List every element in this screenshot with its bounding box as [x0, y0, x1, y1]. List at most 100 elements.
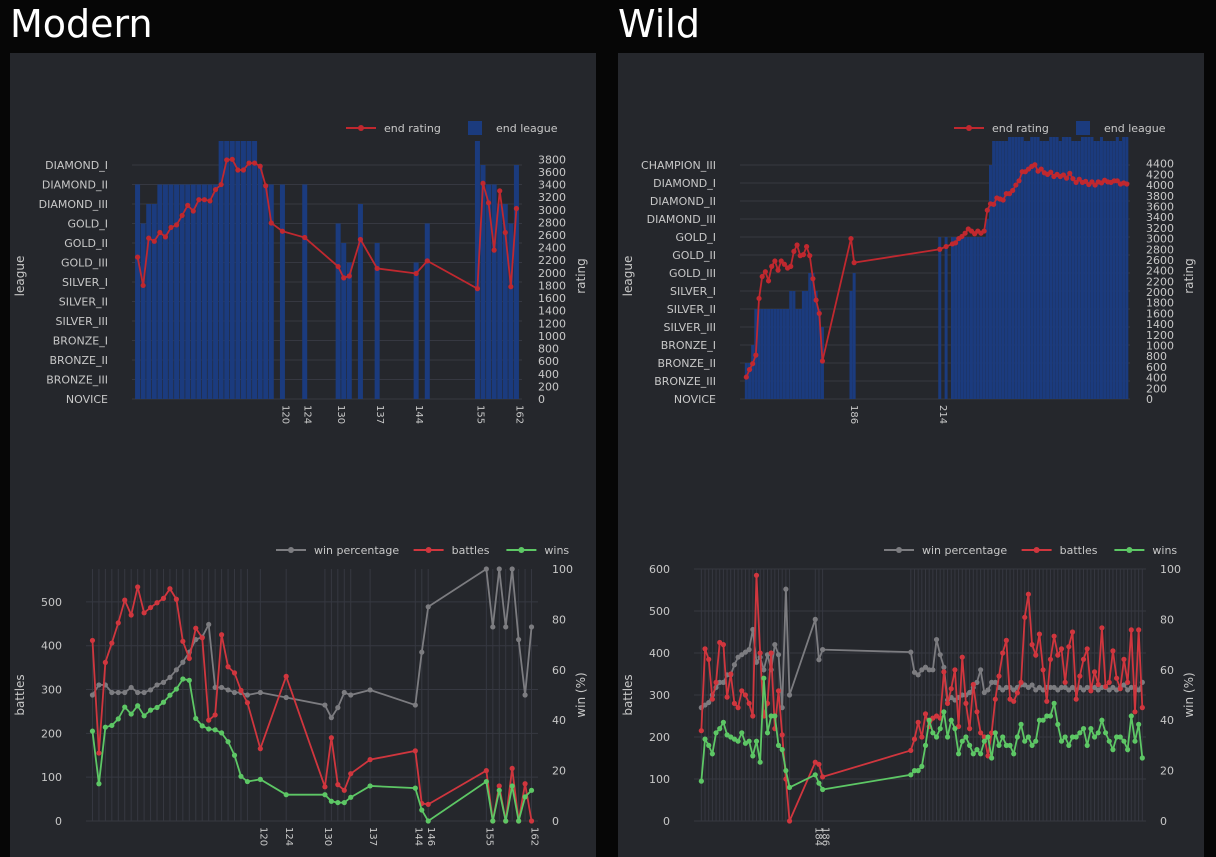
wild-winpct-point — [941, 664, 947, 670]
modern-battles-legend-label: win percentage — [314, 544, 399, 557]
wild-league-bar — [1058, 141, 1062, 399]
wild-battles-point — [713, 679, 719, 686]
wild-wins-point — [720, 719, 726, 725]
wild-league-bar — [792, 291, 796, 399]
modern-battles-point — [322, 784, 328, 790]
wild-rating-point — [953, 240, 959, 246]
modern-league-tick: GOLD_I — [67, 218, 108, 231]
modern-winpct-point — [425, 604, 431, 610]
modern-league-bar — [201, 184, 207, 399]
wild-rating-legend-marker — [966, 125, 972, 131]
modern-wins-point — [122, 704, 128, 710]
wild-wins-point — [1036, 717, 1043, 723]
modern-league-bar — [213, 184, 219, 399]
modern-rating-legend-label: end rating — [384, 122, 441, 135]
wild-wins-point — [970, 751, 976, 757]
modern-battles-point — [412, 748, 418, 754]
modern-league-bar — [196, 184, 202, 399]
modern-league-bar — [151, 204, 157, 399]
modern-league-bar — [218, 141, 224, 399]
modern-league-tick: BRONZE_I — [53, 335, 108, 348]
wild-battles-point — [1055, 652, 1061, 658]
wild-left-tick: 600 — [649, 563, 670, 576]
wild-x-tick: 186 — [848, 405, 859, 424]
modern-rating-point — [134, 254, 141, 260]
wild-battles-legend-marker — [1126, 547, 1133, 553]
wild-winpct-point — [930, 667, 936, 673]
wild-winpct-point — [919, 667, 925, 673]
wild-league-bar — [1046, 141, 1050, 399]
modern-battles-point — [115, 620, 121, 626]
modern-league-tick: DIAMOND_II — [42, 179, 108, 192]
wild-winpct-point — [1051, 684, 1057, 691]
wild-league-bar — [1014, 137, 1018, 399]
wild-league-bar — [782, 309, 786, 399]
wild-league-bar — [748, 363, 752, 399]
wild-wins-point — [1044, 713, 1050, 719]
wild-league-bar — [751, 345, 755, 399]
wild-battles-point — [720, 642, 726, 648]
wild-winpct-point — [742, 649, 749, 655]
modern-battles-legend-marker — [288, 547, 294, 553]
wild-wins-point — [1000, 734, 1006, 740]
modern-wins-point — [173, 686, 179, 692]
modern-winpct-point — [490, 624, 496, 630]
wild-battles-point — [1077, 673, 1083, 679]
wild-battles-point — [746, 700, 752, 707]
wild-battles-point — [731, 700, 738, 707]
wild-battles-point — [698, 728, 704, 734]
wild-wins-point — [952, 726, 958, 732]
modern-rating-point — [474, 286, 481, 292]
wild-rating-point — [984, 207, 990, 213]
modern-winpct-point — [141, 689, 147, 696]
wild-battles-point — [1000, 650, 1006, 656]
wild-league-bar — [1071, 141, 1075, 399]
wild-battles-point — [753, 572, 760, 578]
modern-rating-point — [168, 224, 174, 231]
wild-battles-point — [1132, 709, 1138, 715]
wild-wins-point — [1117, 734, 1123, 740]
wild-league-bar — [1077, 141, 1081, 399]
wild-winpct-point — [981, 689, 987, 696]
wild-battles-point — [1022, 614, 1028, 620]
modern-rating-point — [190, 208, 196, 214]
wild-battles-point — [1117, 686, 1123, 692]
modern-rating-tick: 0 — [538, 393, 545, 406]
wild-battles-point — [1080, 656, 1087, 662]
wild-winpct-point — [1011, 687, 1017, 693]
wild-rating-tick: 3600 — [1146, 200, 1174, 213]
modern-winpct-point — [283, 694, 289, 701]
modern-battles-legend-label: battles — [452, 544, 490, 557]
modern-battles-point — [328, 735, 334, 741]
wild-rating-tick: 1400 — [1146, 318, 1174, 331]
wild-league-bar — [1103, 141, 1107, 399]
wild-right-tick: 60 — [1160, 664, 1174, 677]
wild-winpct-point — [1003, 684, 1009, 691]
wild-rating-point — [1073, 179, 1079, 186]
modern-league-bar — [502, 204, 508, 399]
wild-rating-tick: 0 — [1146, 393, 1153, 406]
modern-right-tick: 0 — [552, 815, 559, 828]
wild-winpct-point — [812, 616, 818, 623]
modern-winpct-point — [135, 689, 141, 696]
wild-ylabel-left: league — [621, 256, 635, 297]
wild-ylabel-right: win (%) — [1182, 672, 1196, 717]
modern-league-bar — [146, 204, 152, 399]
wild-battles-legend-label: win percentage — [922, 544, 1007, 557]
wild-winpct-point — [1136, 687, 1142, 693]
wild-battles-point — [1003, 637, 1009, 644]
wild-rating-point — [753, 352, 759, 358]
wild-rating-tick: 2200 — [1146, 275, 1174, 288]
modern-rating-point — [502, 229, 508, 236]
wild-league-bar — [1030, 137, 1034, 399]
wild-battles-point — [1102, 684, 1109, 690]
modern-winpct-point — [147, 687, 154, 693]
wild-wins-point — [768, 713, 774, 719]
wild-rating-point — [743, 374, 749, 380]
modern-wins-point — [522, 794, 528, 800]
wild-league-bar — [767, 309, 771, 399]
wild-battles-legend-marker — [896, 547, 902, 553]
modern-battles-point — [231, 670, 238, 676]
modern-wins-point — [141, 713, 147, 719]
modern-wins-point — [516, 818, 522, 824]
